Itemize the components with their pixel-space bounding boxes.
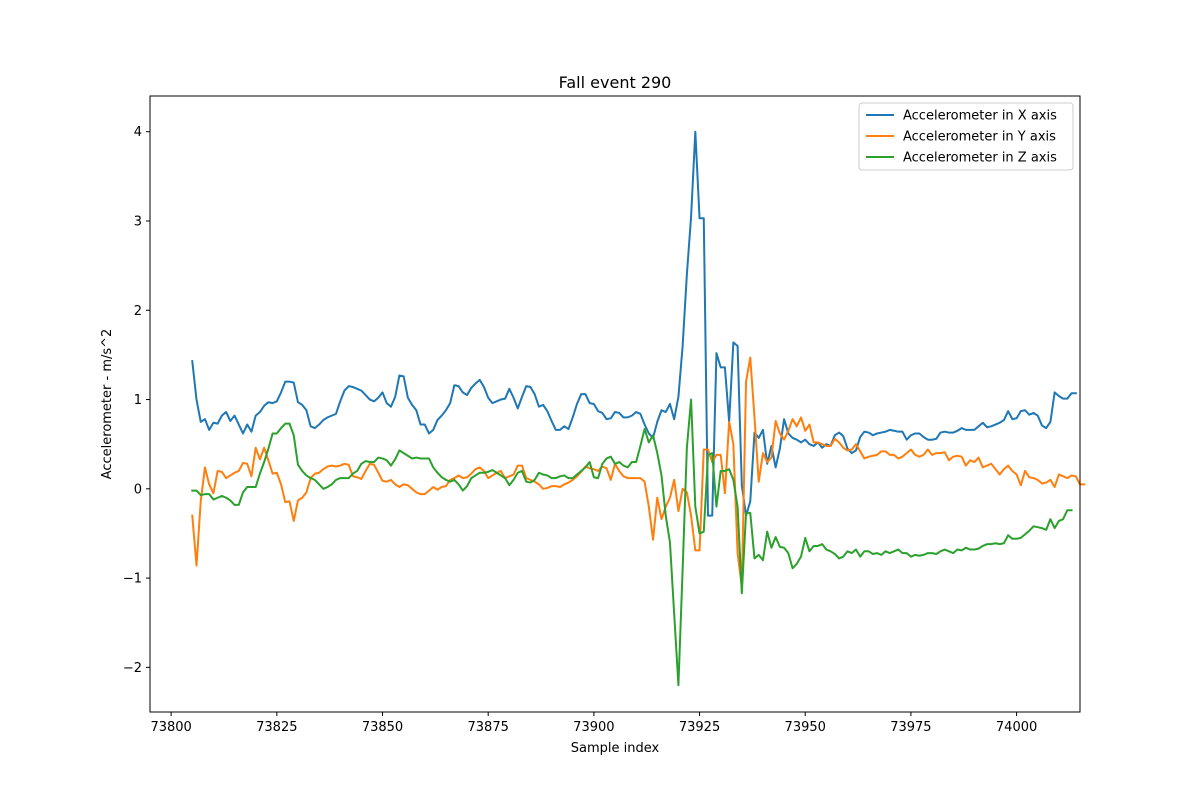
y-axis: −2 −1 0 1 2 3 4 [123, 125, 150, 676]
series-line-2 [191, 356, 1086, 589]
x-axis-label: Sample index [571, 741, 660, 756]
y-tick-label: −2 [123, 661, 142, 676]
x-tick-label: 73950 [785, 720, 826, 735]
chart-title: Fall event 290 [559, 73, 672, 92]
x-tick-label: 74000 [996, 720, 1037, 735]
plot-area [191, 130, 1086, 687]
legend-label-3: Accelerometer in Z axis [903, 151, 1057, 166]
legend: Accelerometer in X axis Accelerometer in … [858, 102, 1074, 171]
y-tick-label: 0 [134, 482, 142, 497]
x-tick-label: 73850 [362, 720, 403, 735]
x-tick-label: 73925 [679, 720, 720, 735]
series-line-3 [191, 398, 1073, 687]
y-tick-label: −1 [123, 572, 142, 587]
y-tick-label: 1 [134, 393, 142, 408]
x-tick-label: 73875 [468, 720, 509, 735]
x-axis: 73800 73825 73850 73875 73900 73925 73950 73975… [150, 712, 1037, 735]
legend-label-2: Accelerometer in Y axis [903, 130, 1056, 145]
x-tick-label: 73900 [573, 720, 614, 735]
axes-frame [149, 95, 1081, 713]
legend-label-1: Accelerometer in X axis [903, 109, 1057, 124]
legend-box [858, 102, 1074, 171]
y-tick-label: 3 [134, 214, 142, 229]
y-tick-label: 4 [134, 125, 142, 140]
y-tick-label: 2 [134, 304, 142, 319]
x-tick-label: 73825 [256, 720, 297, 735]
y-axis-label: Accelerometer - m/s^2 [100, 329, 115, 480]
x-tick-label: 73975 [890, 720, 931, 735]
series-line-1 [191, 130, 1077, 517]
x-tick-label: 73800 [150, 720, 191, 735]
